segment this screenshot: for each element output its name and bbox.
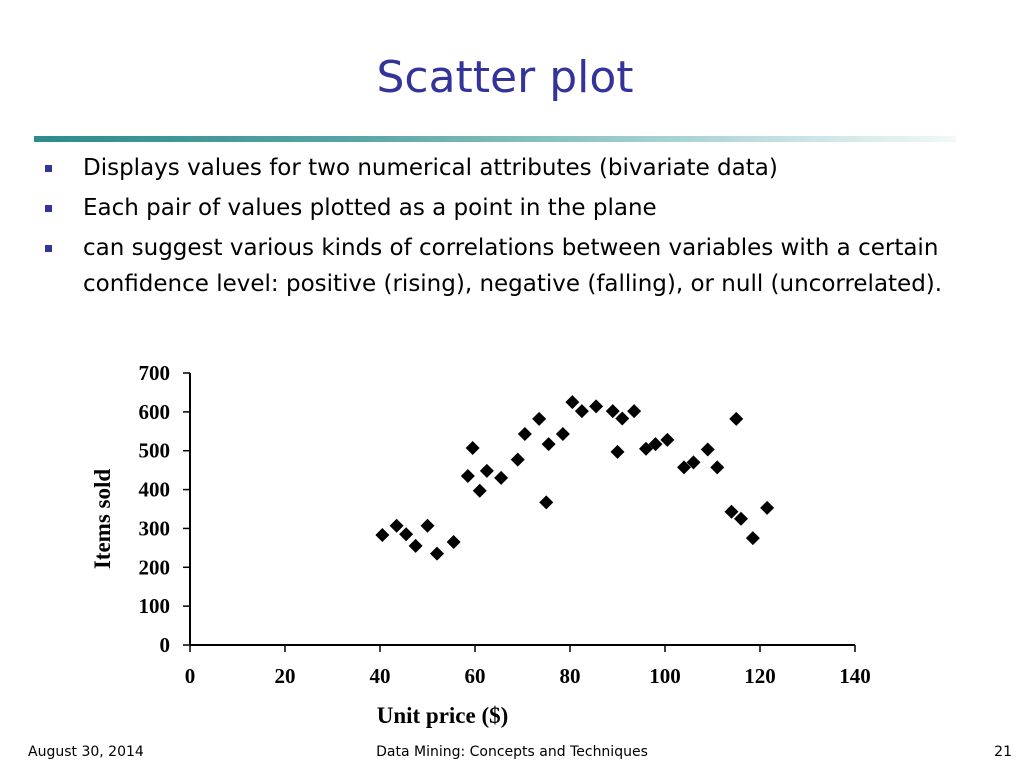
data-point: [408, 538, 423, 553]
y-tick-label: 100: [139, 594, 171, 618]
bullet-square-icon: [45, 245, 52, 252]
data-point: [729, 411, 744, 426]
bullet-item: Displays values for two numerical attrib…: [45, 150, 945, 186]
data-point: [677, 460, 691, 475]
data-point: [539, 495, 554, 510]
data-point: [627, 404, 642, 419]
data-point: [375, 528, 390, 543]
data-point: [517, 427, 532, 442]
footer-date: August 30, 2014: [28, 744, 144, 760]
footer-course: Data Mining: Concepts and Techniques: [376, 744, 648, 760]
data-point: [745, 531, 760, 546]
data-point: [399, 527, 414, 542]
data-point: [541, 437, 556, 452]
y-tick-label: 500: [139, 439, 171, 463]
data-point: [686, 455, 701, 470]
data-point: [479, 463, 494, 478]
y-tick-label: 400: [139, 478, 171, 502]
bullet-list: Displays values for two numerical attrib…: [45, 150, 945, 306]
bullet-text: Each pair of values plotted as a point i…: [83, 195, 657, 221]
bullet-item: can suggest various kinds of correlation…: [45, 230, 945, 302]
x-tick-label: 40: [370, 664, 391, 688]
title-underline: [34, 136, 956, 142]
y-axis-label: Items sold: [90, 469, 115, 570]
bullet-text: Displays values for two numerical attrib…: [83, 155, 778, 181]
data-point: [574, 404, 589, 419]
data-point: [389, 518, 404, 533]
x-tick-label: 20: [275, 664, 296, 688]
data-point: [420, 518, 435, 533]
footer-page-number: 21: [994, 744, 1012, 760]
data-point: [648, 437, 663, 452]
bullet-square-icon: [45, 205, 52, 212]
data-point: [724, 504, 739, 519]
y-tick-label: 600: [139, 400, 171, 424]
data-point: [700, 442, 715, 457]
data-point: [589, 399, 604, 414]
slide-title: Scatter plot: [376, 52, 634, 103]
data-point: [472, 483, 487, 498]
data-point: [446, 535, 461, 550]
data-point: [494, 470, 509, 485]
x-tick-label: 60: [465, 664, 486, 688]
data-point: [660, 432, 675, 447]
data-point: [565, 395, 580, 410]
data-point: [639, 441, 653, 456]
bullet-square-icon: [45, 165, 52, 172]
data-point: [430, 546, 444, 561]
data-point: [510, 452, 525, 467]
x-tick-label: 120: [744, 664, 776, 688]
x-tick-label: 80: [560, 664, 581, 688]
x-axis-label: Unit price ($): [377, 703, 509, 728]
y-tick-label: 0: [160, 633, 171, 657]
data-point: [710, 460, 725, 475]
scatter-chart: 0 20 40 60 80 100 120 140 0 100 200 300 400 500 600 700…: [90, 361, 871, 728]
data-point: [760, 500, 775, 515]
data-point: [555, 427, 570, 442]
data-point: [734, 511, 748, 526]
bullet-item: Each pair of values plotted as a point i…: [45, 190, 945, 226]
data-point: [532, 411, 547, 426]
data-point: [460, 468, 475, 483]
y-tick-label: 200: [139, 555, 171, 579]
x-tick-label: 0: [185, 664, 196, 688]
bullet-text: can suggest various kinds of correlation…: [83, 235, 943, 297]
data-point: [615, 411, 630, 426]
x-tick-label: 100: [649, 664, 681, 688]
y-tick-label: 700: [139, 361, 171, 385]
data-point: [465, 440, 480, 455]
data-point: [605, 404, 620, 419]
data-point: [610, 444, 625, 459]
x-tick-label: 140: [839, 664, 871, 688]
y-tick-label: 300: [139, 516, 171, 540]
